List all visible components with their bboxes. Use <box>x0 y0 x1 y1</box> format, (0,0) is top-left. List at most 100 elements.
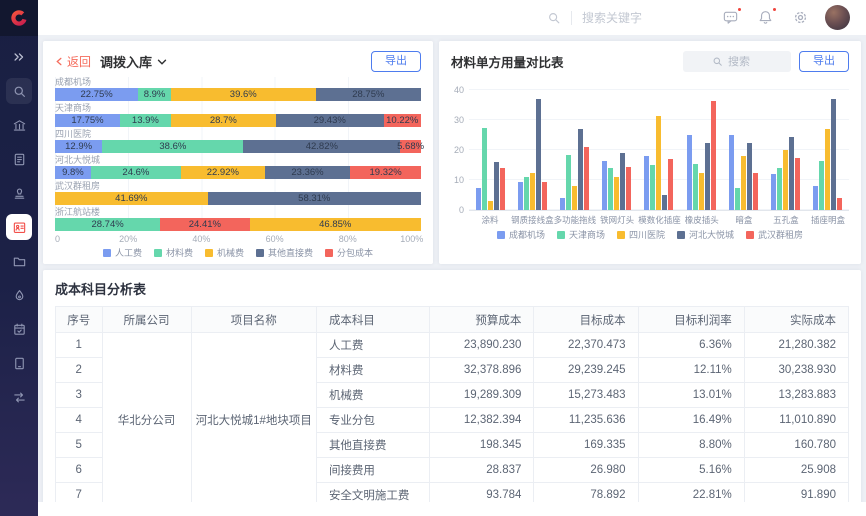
back-link[interactable]: 返回 <box>55 53 91 70</box>
building-icon[interactable] <box>6 112 32 138</box>
bar <box>734 187 740 210</box>
bar <box>710 100 716 210</box>
bar <box>620 153 626 210</box>
chat-icon[interactable] <box>722 7 742 26</box>
avatar[interactable] <box>825 5 850 30</box>
legend-label: 机械费 <box>216 248 244 258</box>
app-logo[interactable] <box>0 0 38 36</box>
stacked-segment: 42.82% <box>243 140 401 153</box>
stacked-segment: 19.32% <box>350 166 421 179</box>
table-cell: 6 <box>55 457 103 483</box>
stacked-bar: 12.9% 38.6% 42.82% 5.68% <box>55 140 425 153</box>
bar <box>789 136 795 210</box>
bell-icon[interactable] <box>757 7 777 26</box>
legend-label: 四川医院 <box>628 230 665 240</box>
collapse-icon[interactable] <box>6 44 32 70</box>
chevron-left-icon <box>56 57 62 66</box>
table-cell: 198.345 <box>429 432 535 458</box>
stacked-segment: 5.68% <box>397 140 425 153</box>
search-icon[interactable] <box>6 78 32 104</box>
calendar-icon[interactable] <box>6 316 32 342</box>
card-search[interactable] <box>683 51 791 72</box>
legend-label: 成都机场 <box>508 230 545 240</box>
bar <box>487 201 493 210</box>
table-cell: 5.16% <box>637 457 745 483</box>
table-cell: 26.980 <box>533 457 639 483</box>
x-axis-labels: 涂料 钢质接线盒 多功能拖线 铁网灯头 模数化插座 橡皮插头 暗盒 五孔盒 插座明盒 <box>469 213 849 227</box>
bar <box>626 166 632 210</box>
transfer-icon[interactable] <box>6 384 32 410</box>
table-cell: 25.908 <box>743 457 850 483</box>
bar <box>499 168 505 210</box>
header-search[interactable] <box>547 10 674 25</box>
cost-analysis-card: 成本科目分析表 序号 所属公司 项目名称 成本科目 预算成本 目标成本 目标利润率 实际成本 … <box>43 270 861 516</box>
legend-item[interactable]: 河北大悦城 <box>677 228 734 241</box>
legend-item[interactable]: 成都机场 <box>496 228 545 241</box>
gear-icon[interactable] <box>792 9 809 26</box>
legend-item[interactable]: 其他直接费 <box>256 246 313 259</box>
bar <box>517 181 523 210</box>
bar <box>614 177 620 210</box>
tablet-icon[interactable] <box>6 350 32 376</box>
chart-legend: 成都机场 天津商场 四川医院 河北大悦城 武汉群租房 <box>451 228 849 241</box>
bar <box>728 135 734 210</box>
allocation-card: 返回 调拨入库 导出 成都机场 22.75% 8.9% 39.6% 28.75% 天津商场… <box>43 41 433 264</box>
stacked-segment: 12.9% <box>55 140 103 153</box>
export-button[interactable]: 导出 <box>799 51 849 72</box>
stacked-segment: 41.69% <box>55 192 208 205</box>
stamp-icon[interactable] <box>6 180 32 206</box>
document-icon[interactable] <box>6 146 32 172</box>
legend-item[interactable]: 机械费 <box>204 246 244 259</box>
material-usage-card: 材料单方用量对比表 导出 0 10 20 30 40 涂料 钢质接线盒多功能拖线铁网灯头模… <box>439 41 861 264</box>
stacked-segment: 58.31% <box>207 192 421 205</box>
bar-group <box>680 100 722 210</box>
export-button[interactable]: 导出 <box>371 51 421 72</box>
bar-group <box>553 129 595 210</box>
stacked-segment: 28.75% <box>315 88 421 101</box>
legend-swatch <box>556 230 565 239</box>
legend-item[interactable]: 人工费 <box>102 246 142 259</box>
sidebar-menu <box>6 44 32 410</box>
notification-dot <box>737 7 742 12</box>
legend-item[interactable]: 武汉群租房 <box>746 228 803 241</box>
axis-tick: 100% <box>400 234 424 244</box>
page-title: 调拨入库 <box>100 55 153 70</box>
axis-tick: 80% <box>338 234 357 244</box>
bar <box>523 177 529 210</box>
folder-icon[interactable] <box>6 248 32 274</box>
bar <box>650 165 656 210</box>
bar-group <box>596 153 638 210</box>
axis-tick: 40% <box>192 234 211 244</box>
legend-swatch <box>616 230 625 239</box>
search-icon <box>549 12 560 23</box>
stacked-bar: 17.75% 13.9% 28.7% 29.43% 10.22% <box>55 114 421 127</box>
legend-item[interactable]: 分包成本 <box>325 246 373 259</box>
x-axis: 0 20% 40% 60% 80% 100% <box>55 233 424 245</box>
table-cell: 3 <box>55 382 103 408</box>
stacked-row-label: 四川医院 <box>55 129 92 139</box>
legend-label: 人工费 <box>114 248 142 258</box>
legend-item[interactable]: 四川医院 <box>616 228 665 241</box>
stacked-row-label: 武汉群租房 <box>55 181 101 191</box>
table-cell: 4 <box>55 407 103 433</box>
card-search-input[interactable] <box>728 55 762 68</box>
search-input[interactable] <box>582 10 674 25</box>
legend-label: 武汉群租房 <box>758 230 804 240</box>
column-header: 序号 <box>55 306 103 333</box>
top-header <box>38 0 866 35</box>
stacked-bar-chart: 成都机场 22.75% 8.9% 39.6% 28.75% 天津商场 17.75% 13.9%… <box>55 77 425 231</box>
drop-icon[interactable] <box>6 282 32 308</box>
axis-tick: 0 <box>55 234 61 244</box>
bar <box>698 172 704 210</box>
bar <box>831 99 837 210</box>
bar-group <box>469 127 511 210</box>
legend-item[interactable]: 天津商场 <box>556 228 605 241</box>
column-header: 成本科目 <box>315 306 431 333</box>
bar-group <box>638 115 680 210</box>
id-card-icon[interactable] <box>6 214 32 240</box>
footer-strip <box>38 502 866 516</box>
column-header: 目标成本 <box>533 306 639 333</box>
legend-item[interactable]: 材料费 <box>153 246 193 259</box>
chevron-down-icon[interactable] <box>157 57 167 67</box>
